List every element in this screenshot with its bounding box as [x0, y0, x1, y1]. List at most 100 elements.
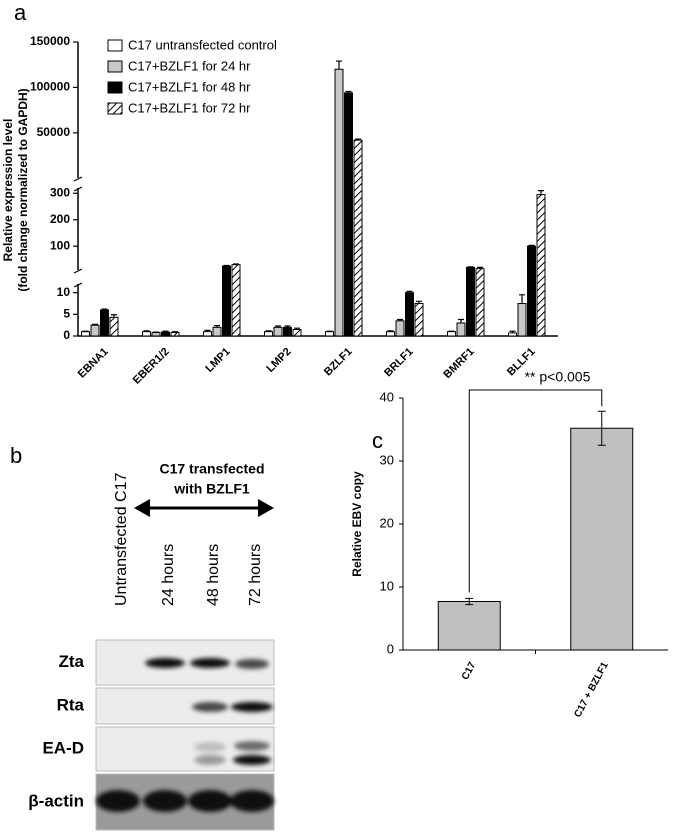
bar: [109, 316, 119, 337]
error-bar: [143, 330, 150, 332]
row-label: EA-D: [42, 738, 84, 757]
y-tick-label: 100000: [30, 80, 70, 94]
y-tick-label: 30: [380, 452, 394, 467]
axis-break: [73, 282, 83, 288]
bar: [405, 292, 414, 337]
bar: [475, 268, 485, 337]
error-bar: [172, 331, 178, 333]
band: [188, 790, 232, 812]
bar: [100, 309, 109, 337]
error-bar: [397, 318, 403, 321]
x-tick-label: LMP1: [203, 346, 232, 375]
bar: [212, 326, 222, 337]
band: [233, 755, 271, 765]
bar: [203, 331, 212, 337]
x-tick-label: BRLF1: [382, 346, 416, 380]
bar: [456, 322, 466, 337]
y-axis-label: Relative EBV copy: [350, 471, 364, 577]
error-bar: [528, 244, 535, 247]
error-bar: [92, 323, 98, 326]
group-label: C17 transfected: [159, 461, 264, 477]
bar: [395, 320, 405, 337]
row-label: Rta: [57, 695, 85, 714]
error-bar: [519, 294, 525, 304]
legend-label: C17+BZLF1 for 72 hr: [128, 100, 251, 115]
x-tick-label: C17 + BZLF1: [572, 660, 610, 719]
error-bar: [336, 60, 342, 70]
bar: [437, 600, 501, 651]
bar: [325, 331, 334, 337]
bar: [414, 303, 424, 337]
panel-label: b: [10, 443, 22, 468]
axis-break: [73, 176, 83, 182]
band: [190, 658, 230, 668]
error-bar: [275, 325, 281, 328]
error-bar: [233, 263, 239, 265]
bar: [527, 245, 536, 337]
error-bar: [345, 90, 352, 93]
y-tick-label: 10: [57, 285, 71, 299]
bar: [264, 331, 273, 337]
bar: [161, 331, 170, 337]
y-tick-label: 0: [63, 328, 70, 342]
bar: [273, 326, 283, 337]
lane-label: 24 hours: [160, 544, 177, 606]
bar: [536, 194, 546, 337]
band: [231, 702, 273, 712]
error-bar: [477, 266, 483, 269]
error-bar: [101, 308, 108, 310]
bar: [81, 331, 90, 337]
error-bar: [214, 325, 220, 328]
error-bar: [597, 410, 606, 446]
bands: [96, 790, 274, 812]
group-label: with BZLF1: [173, 481, 250, 497]
band: [143, 790, 187, 812]
error-bar: [406, 290, 413, 293]
y-tick-label: 300: [50, 185, 70, 199]
bar: [222, 265, 231, 337]
x-tick-label: BZLF1: [322, 346, 355, 379]
y-tick-label: 100: [50, 238, 70, 252]
band: [194, 755, 226, 765]
lane-label: 48 hours: [205, 544, 222, 606]
axis-break: [73, 186, 83, 192]
bar: [508, 332, 517, 337]
bar: [292, 329, 302, 337]
error-bar: [265, 330, 272, 332]
legend-swatch: [107, 102, 123, 115]
band: [194, 742, 226, 752]
bar: [353, 139, 363, 337]
error-bar: [509, 330, 516, 333]
error-bar: [465, 597, 474, 606]
error-bar: [458, 318, 464, 323]
bar: [570, 427, 634, 651]
band: [96, 790, 140, 812]
legend-swatch: [107, 39, 123, 52]
error-bar: [111, 314, 117, 318]
error-bar: [284, 325, 291, 328]
bar: [334, 68, 344, 337]
error-bar: [387, 330, 394, 332]
y-tick-label: 50000: [37, 125, 71, 139]
error-bar: [355, 138, 361, 141]
legend-swatch: [107, 60, 123, 73]
x-tick-label: LMP2: [264, 346, 293, 375]
band: [145, 658, 185, 668]
x-tick-label: EBER1/2: [131, 346, 172, 387]
y-tick-label: 20: [380, 515, 394, 530]
error-bar: [538, 190, 544, 195]
legend-label: C17 untransfected control: [128, 37, 277, 52]
x-tick-label: BMRF1: [441, 346, 476, 381]
y-tick-label: 5: [63, 307, 70, 321]
bands: [194, 741, 271, 765]
y-tick-label: 0: [387, 641, 394, 656]
error-bar: [223, 264, 230, 267]
bar: [386, 331, 395, 337]
band: [230, 790, 274, 812]
bar: [151, 332, 161, 337]
bar: [170, 332, 180, 337]
error-bar: [162, 330, 169, 333]
band: [235, 659, 269, 669]
row-label: Zta: [59, 652, 85, 671]
